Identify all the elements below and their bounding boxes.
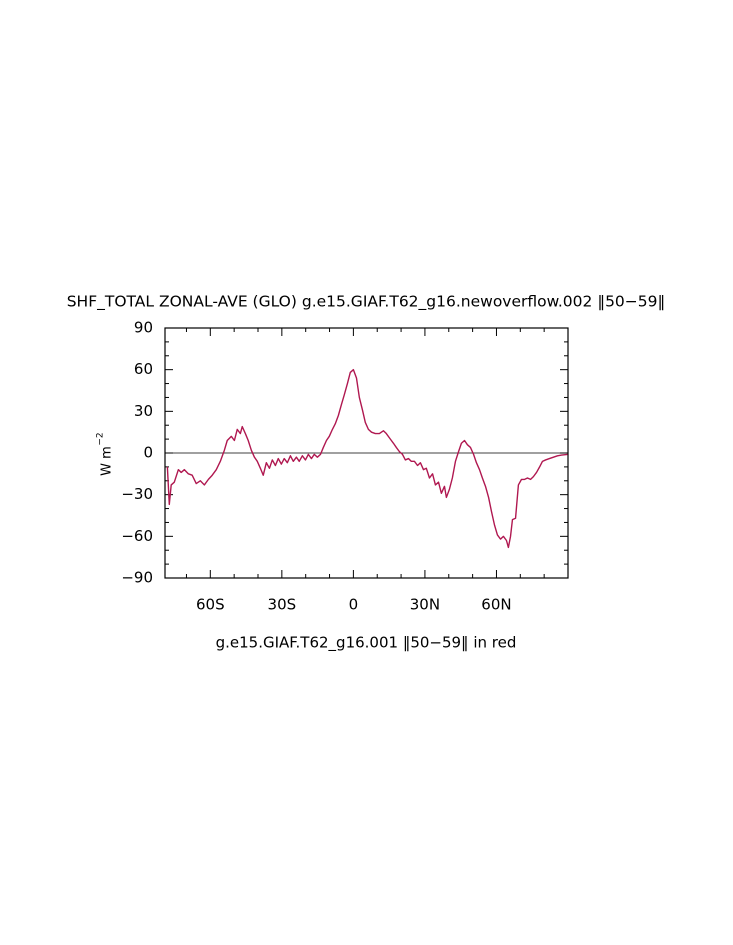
y-tick-label: 90 bbox=[134, 319, 153, 337]
data-line bbox=[166, 368, 568, 549]
y-tick-label: 60 bbox=[134, 360, 153, 378]
x-axis-label: g.e15.GIAF.T62_g16.001 ‖50−59‖ in red bbox=[216, 634, 517, 653]
x-tick-label: 0 bbox=[349, 596, 359, 614]
x-tick-label: 60S bbox=[196, 596, 225, 614]
x-tick-label: 60N bbox=[481, 596, 511, 614]
y-tick-label: 0 bbox=[143, 444, 153, 462]
chart-title: SHF_TOTAL ZONAL-AVE (GLO) g.e15.GIAF.T62… bbox=[67, 293, 666, 312]
y-axis-label-sup: −2 bbox=[96, 432, 106, 445]
y-tick-label: 30 bbox=[134, 402, 153, 420]
y-axis-label-main: W m bbox=[100, 446, 115, 476]
y-tick-label: −60 bbox=[121, 527, 153, 545]
x-tick-label: 30S bbox=[268, 596, 297, 614]
y-tick-label: −30 bbox=[121, 485, 153, 503]
y-axis-label: W m −2 bbox=[96, 432, 115, 475]
x-tick-label: 30N bbox=[410, 596, 440, 614]
y-tick-label: −90 bbox=[121, 569, 153, 587]
